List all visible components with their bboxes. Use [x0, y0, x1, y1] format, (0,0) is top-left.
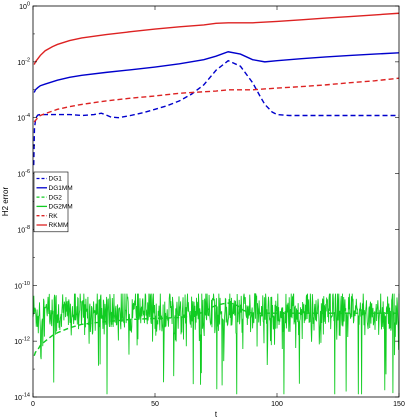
y-tick-label: 10-14 [14, 393, 30, 403]
series-line-rkmm [33, 12, 400, 65]
legend-label-rk: RK [49, 213, 59, 220]
legend-label-dg1: DG1 [49, 176, 63, 183]
legend-box [33, 171, 69, 233]
x-tick-label: 100 [271, 401, 283, 408]
y-tick-label: 10-12 [14, 337, 30, 347]
series-layer [32, 12, 400, 395]
y-tick-label: 10-4 [17, 113, 30, 123]
series-line-dg1 [33, 59, 399, 166]
y-tick-label: 100 [19, 2, 30, 12]
x-tick-label: 0 [31, 401, 35, 408]
legend-label-dg2: DG2 [49, 194, 63, 201]
x-tick-label: 150 [393, 401, 405, 408]
legend-label-rkmm: RKMM [49, 222, 69, 229]
x-axis-title: t [215, 410, 218, 419]
y-tick-label: 10-6 [17, 169, 30, 179]
legend-label-dg1mm: DG1MM [49, 185, 73, 192]
series-line-dg2mm [32, 293, 400, 395]
series-line-dg1mm [33, 51, 400, 93]
y-axis-title: H2 error [1, 186, 10, 216]
series-line-rk [33, 77, 400, 123]
series-line-dg2 [33, 302, 399, 356]
legend: DG1 DG1MM DG2 DG2MM RK RKMM [33, 171, 73, 233]
y-tick-label: 10-10 [14, 281, 30, 291]
x-tick-label: 50 [151, 401, 159, 408]
ticks-layer: 0 50 100 150 100 10-2 10-4 10-6 10-8 10-10 10-12 10… [14, 2, 405, 409]
y-tick-label: 10-2 [17, 57, 30, 67]
legend-label-dg2mm: DG2MM [49, 204, 73, 211]
y-tick-label: 10-8 [17, 225, 30, 235]
